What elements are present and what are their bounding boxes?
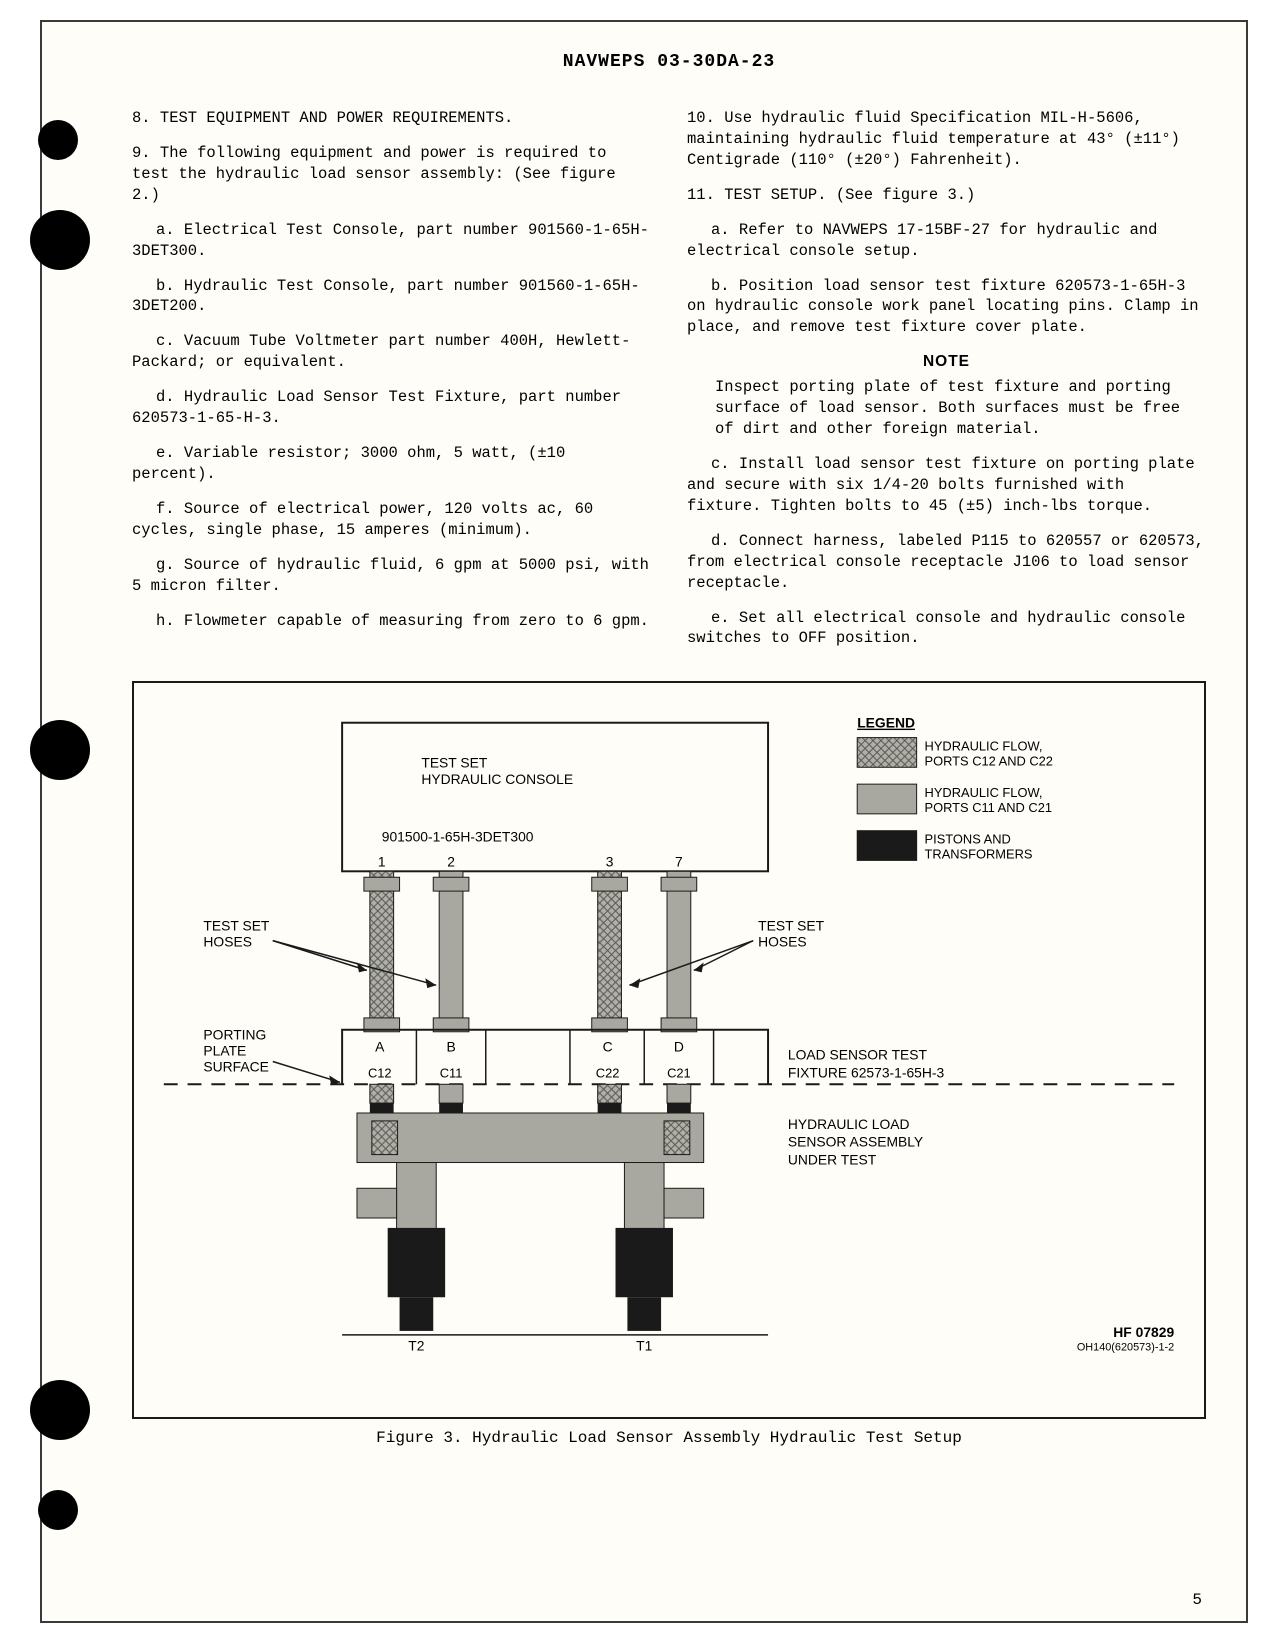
port-1: 1 bbox=[378, 854, 386, 870]
console-title-2: HYDRAULIC CONSOLE bbox=[421, 771, 573, 787]
punch-hole bbox=[30, 1380, 90, 1440]
hoses-left-2: HOSES bbox=[203, 934, 252, 950]
fx-A: A bbox=[375, 1039, 385, 1055]
para-9c: c. Vacuum Tube Voltmeter part number 400… bbox=[132, 331, 651, 373]
port-3: 3 bbox=[606, 854, 614, 870]
para-9h: h. Flowmeter capable of measuring from z… bbox=[132, 611, 651, 632]
punch-hole bbox=[30, 720, 90, 780]
right-column: 10. Use hydraulic fluid Specification MI… bbox=[687, 108, 1206, 663]
note-heading: NOTE bbox=[687, 352, 1206, 373]
para-11d: d. Connect harness, labeled P115 to 6205… bbox=[687, 531, 1206, 594]
fixture-lbl1: LOAD SENSOR TEST bbox=[788, 1047, 928, 1063]
para-9: 9. The following equipment and power is … bbox=[132, 143, 651, 206]
para-9g: g. Source of hydraulic fluid, 6 gpm at 5… bbox=[132, 555, 651, 597]
figure-caption: Figure 3. Hydraulic Load Sensor Assembly… bbox=[132, 1429, 1206, 1447]
para-11a: a. Refer to NAVWEPS 17-15BF-27 for hydra… bbox=[687, 220, 1206, 262]
figure-frame: TEST SET HYDRAULIC CONSOLE 901500-1-65H-… bbox=[132, 681, 1206, 1418]
para-11b: b. Position load sensor test fixture 620… bbox=[687, 276, 1206, 339]
pc21: C21 bbox=[667, 1066, 691, 1081]
figure-svg: TEST SET HYDRAULIC CONSOLE 901500-1-65H-… bbox=[144, 693, 1194, 1406]
legend-title: LEGEND bbox=[857, 715, 915, 731]
porting-2: PLATE bbox=[203, 1043, 246, 1059]
console-part: 901500-1-65H-3DET300 bbox=[382, 829, 534, 845]
para-10: 10. Use hydraulic fluid Specification MI… bbox=[687, 108, 1206, 171]
port-2: 2 bbox=[447, 854, 455, 870]
para-11c: c. Install load sensor test fixture on p… bbox=[687, 454, 1206, 517]
pc22: C22 bbox=[596, 1066, 620, 1081]
fig-code1: HF 07829 bbox=[1113, 1324, 1174, 1340]
pc12: C12 bbox=[368, 1066, 392, 1081]
legend-3a: PISTONS AND bbox=[925, 832, 1011, 847]
fixture-lbl2: FIXTURE 62573-1-65H-3 bbox=[788, 1065, 945, 1081]
page-number: 5 bbox=[1192, 1591, 1202, 1609]
pc11: C11 bbox=[440, 1066, 463, 1081]
para-11: 11. TEST SETUP. (See figure 3.) bbox=[687, 185, 1206, 206]
port-7: 7 bbox=[675, 854, 683, 870]
legend-3b: TRANSFORMERS bbox=[925, 847, 1033, 862]
hoses-right-2: HOSES bbox=[758, 934, 807, 950]
body-columns: 8. TEST EQUIPMENT AND POWER REQUIREMENTS… bbox=[132, 108, 1206, 663]
para-9e: e. Variable resistor; 3000 ohm, 5 watt, … bbox=[132, 443, 651, 485]
page: NAVWEPS 03-30DA-23 8. TEST EQUIPMENT AND… bbox=[40, 20, 1248, 1623]
para-9f: f. Source of electrical power, 120 volts… bbox=[132, 499, 651, 541]
legend-2a: HYDRAULIC FLOW, bbox=[925, 785, 1043, 800]
fx-C: C bbox=[603, 1039, 613, 1055]
porting-3: SURFACE bbox=[203, 1059, 268, 1075]
fx-B: B bbox=[446, 1039, 455, 1055]
console-title-1: TEST SET bbox=[421, 755, 488, 771]
assy-3: UNDER TEST bbox=[788, 1152, 877, 1168]
para-8: 8. TEST EQUIPMENT AND POWER REQUIREMENTS… bbox=[132, 108, 651, 129]
punch-hole bbox=[38, 1490, 78, 1530]
legend-1b: PORTS C12 AND C22 bbox=[925, 754, 1053, 769]
para-9d: d. Hydraulic Load Sensor Test Fixture, p… bbox=[132, 387, 651, 429]
porting-1: PORTING bbox=[203, 1027, 266, 1043]
left-column: 8. TEST EQUIPMENT AND POWER REQUIREMENTS… bbox=[132, 108, 651, 663]
t1: T1 bbox=[636, 1338, 652, 1354]
t2: T2 bbox=[408, 1338, 424, 1354]
assy-1: HYDRAULIC LOAD bbox=[788, 1116, 910, 1132]
legend-1a: HYDRAULIC FLOW, bbox=[925, 739, 1043, 754]
fig-code2: OH140(620573)-1-2 bbox=[1077, 1342, 1174, 1354]
hoses-right-1: TEST SET bbox=[758, 918, 825, 934]
punch-hole bbox=[38, 120, 78, 160]
document-header: NAVWEPS 03-30DA-23 bbox=[132, 52, 1206, 72]
assy-2: SENSOR ASSEMBLY bbox=[788, 1134, 923, 1150]
fx-D: D bbox=[674, 1039, 684, 1055]
punch-hole bbox=[30, 210, 90, 270]
para-9b: b. Hydraulic Test Console, part number 9… bbox=[132, 276, 651, 318]
legend-2b: PORTS C11 AND C21 bbox=[925, 800, 1052, 815]
hoses-left-1: TEST SET bbox=[203, 918, 270, 934]
note-body: Inspect porting plate of test fixture an… bbox=[715, 377, 1206, 440]
para-9a: a. Electrical Test Console, part number … bbox=[132, 220, 651, 262]
para-11e: e. Set all electrical console and hydrau… bbox=[687, 608, 1206, 650]
